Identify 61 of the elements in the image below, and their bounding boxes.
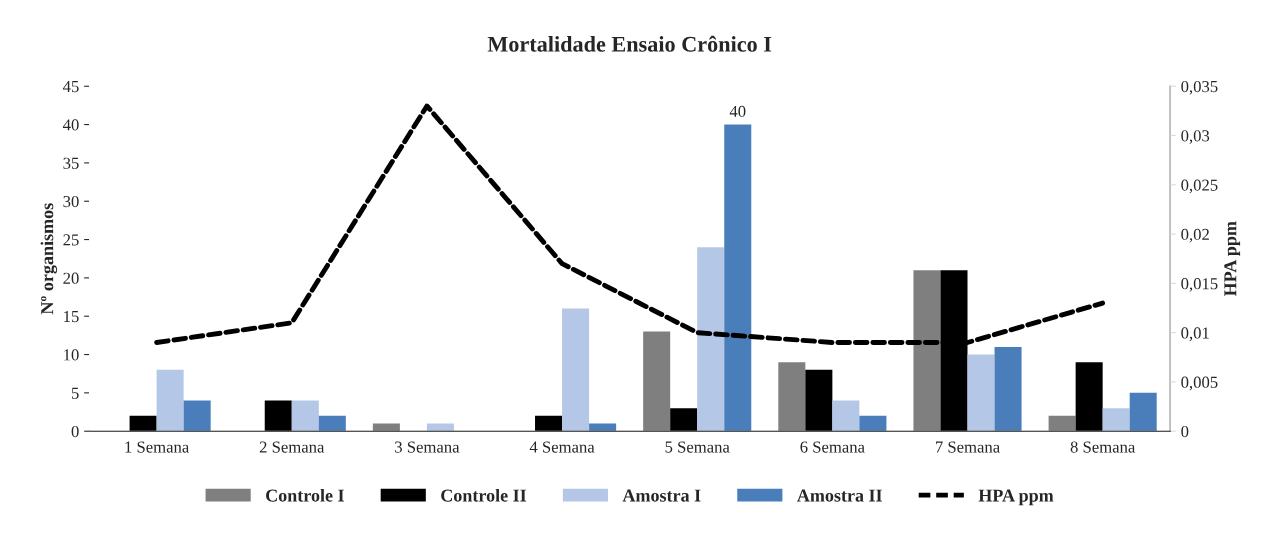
y-tick-label: 10	[64, 349, 79, 361]
y-tick-label: 15	[64, 310, 79, 323]
bar	[670, 408, 698, 432]
bar	[183, 400, 211, 432]
bar	[1129, 392, 1157, 432]
y2-tick-label: 0,005	[1181, 376, 1218, 391]
y2-tick-label: 0,035	[1181, 80, 1218, 95]
bar	[967, 354, 995, 432]
y-tick-label: 0	[71, 425, 79, 438]
y-tick-label: 35	[63, 157, 79, 169]
y2-tick-label: 0	[1181, 425, 1189, 438]
bar	[1075, 362, 1103, 432]
y-axis-title: Nº organismos	[40, 203, 58, 315]
legend-label: HPA ppm	[978, 489, 1054, 506]
bar	[913, 270, 941, 432]
bar	[129, 415, 157, 432]
y2-tick-label: 0,025	[1181, 179, 1218, 194]
x-tick-label: 2 Semana	[259, 441, 325, 453]
bar	[643, 331, 671, 432]
bar	[859, 415, 887, 432]
y-tick-label: 40	[62, 119, 79, 131]
bar	[589, 423, 617, 432]
x-tick-label: 3 Semana	[395, 441, 460, 453]
y2-tick-label: 0,01	[1181, 327, 1209, 341]
x-tick-label: 6 Semana	[800, 441, 865, 453]
bar	[562, 308, 590, 432]
legend-label: Amostra I	[622, 489, 701, 502]
y-tick-label: 45	[62, 81, 79, 93]
bar	[724, 124, 752, 432]
legend-label: Controle II	[441, 488, 527, 502]
x-tick-label: 1 Semana	[125, 441, 190, 453]
bar	[291, 400, 319, 432]
bar	[697, 247, 725, 432]
bar	[156, 369, 184, 432]
bar	[832, 400, 860, 432]
bar	[1048, 415, 1076, 432]
x-tick-label: 4 Semana	[529, 441, 595, 453]
bar	[535, 415, 563, 432]
x-tick-label: 5 Semana	[665, 441, 730, 453]
y2-tick-label: 0,02	[1181, 228, 1209, 243]
y-tick-label: 5	[71, 387, 79, 399]
data-label: 40	[729, 105, 746, 118]
chart-title: Mortalidade Ensaio Crônico I	[487, 35, 772, 52]
bar	[805, 369, 833, 432]
y-tick-label: 25	[63, 234, 79, 246]
bar	[318, 415, 346, 432]
legend-label: Amostra II	[797, 489, 882, 502]
x-tick-label: 7 Semana	[935, 441, 1000, 453]
legend-label: Controle I	[266, 488, 344, 502]
bar	[264, 400, 292, 432]
y2-tick-label: 0,015	[1181, 278, 1218, 292]
y2-axis-title: HPA ppm	[1224, 221, 1241, 297]
y2-tick-label: 0,03	[1181, 130, 1210, 144]
bar	[778, 362, 806, 432]
x-tick-label: 8 Semana	[1070, 441, 1136, 453]
y-tick-label: 30	[63, 195, 79, 208]
bar	[1102, 408, 1130, 432]
bar	[994, 346, 1022, 432]
bar	[372, 423, 400, 432]
bar	[426, 423, 454, 432]
y-tick-label: 20	[63, 272, 79, 284]
